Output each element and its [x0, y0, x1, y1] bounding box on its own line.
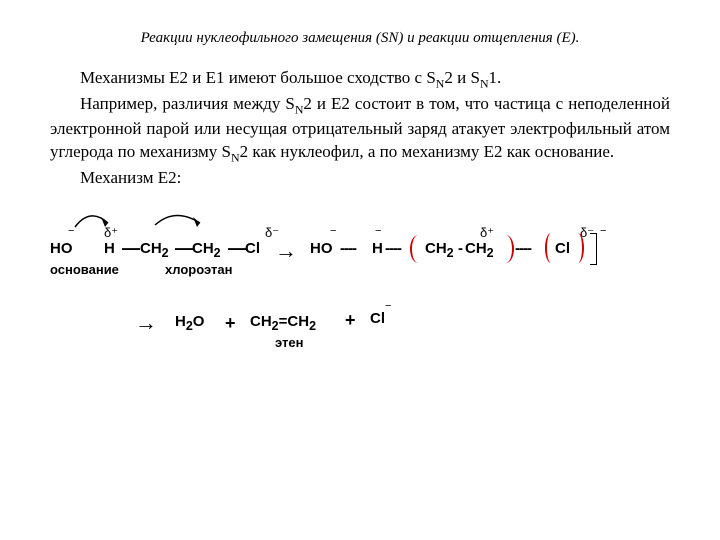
- minus-2: −: [330, 225, 336, 237]
- plus-2: +: [345, 310, 356, 331]
- ch2-2: CH2: [192, 240, 221, 260]
- delta-plus-2: δ⁺: [480, 225, 494, 241]
- ethene: CH2=CH2: [250, 313, 316, 333]
- red-paren-l1: [410, 235, 426, 263]
- slide-title: Реакции нуклеофильного замещения (SN) и …: [50, 30, 670, 47]
- dash-1: ----: [340, 240, 356, 257]
- bracket: [590, 233, 597, 265]
- ch2-1: CH2: [140, 240, 169, 260]
- h2o: H2O: [175, 313, 204, 333]
- label-chloro: хлороэтан: [165, 262, 232, 277]
- minus-3: −: [375, 225, 381, 237]
- plus-1: +: [225, 313, 236, 334]
- bond-2: —: [175, 238, 193, 259]
- ho-right: HO: [310, 240, 333, 257]
- ho-left: HO: [50, 240, 73, 257]
- bracket-minus: −: [600, 225, 606, 237]
- label-eten: этен: [275, 335, 303, 350]
- ts-dash-mid: -: [458, 240, 463, 257]
- minus-1: −: [68, 225, 74, 237]
- dash-3: ----: [515, 240, 531, 257]
- arrow-to-products: →: [135, 310, 157, 336]
- mechanism-diagram: δ⁺ δ⁻ − HO H — CH2 — CH2 — Cl основание …: [50, 205, 670, 375]
- red-paren-r1: [498, 235, 514, 263]
- cl-2: Cl: [555, 240, 570, 257]
- body-text: Механизмы Е2 и Е1 имеют большое сходство…: [50, 67, 670, 190]
- paragraph-3: Механизм Е2:: [50, 167, 670, 190]
- bond-3: —: [228, 238, 246, 259]
- curve-arrow-1: [50, 205, 150, 235]
- cl-minus: −: [385, 300, 391, 312]
- arrow-to-ts: →: [275, 238, 297, 264]
- cl-1: Cl: [245, 240, 260, 257]
- ts-ch2-2: CH2: [465, 240, 494, 260]
- red-paren-r2: [572, 233, 584, 263]
- bond-1: —: [122, 238, 140, 259]
- label-osnov: основание: [50, 262, 119, 277]
- paragraph-2: Например, различия между SN2 и Е2 состои…: [50, 93, 670, 165]
- ts-ch2-1: CH2: [425, 240, 454, 260]
- dash-2: ----: [385, 240, 401, 257]
- curve-arrow-2: [145, 205, 225, 233]
- delta-plus-1: δ⁺: [104, 225, 118, 241]
- h-left: H: [104, 240, 115, 257]
- h-right: H: [372, 240, 383, 257]
- paragraph-1: Механизмы Е2 и Е1 имеют большое сходство…: [50, 67, 670, 91]
- cl-product: Cl: [370, 310, 385, 327]
